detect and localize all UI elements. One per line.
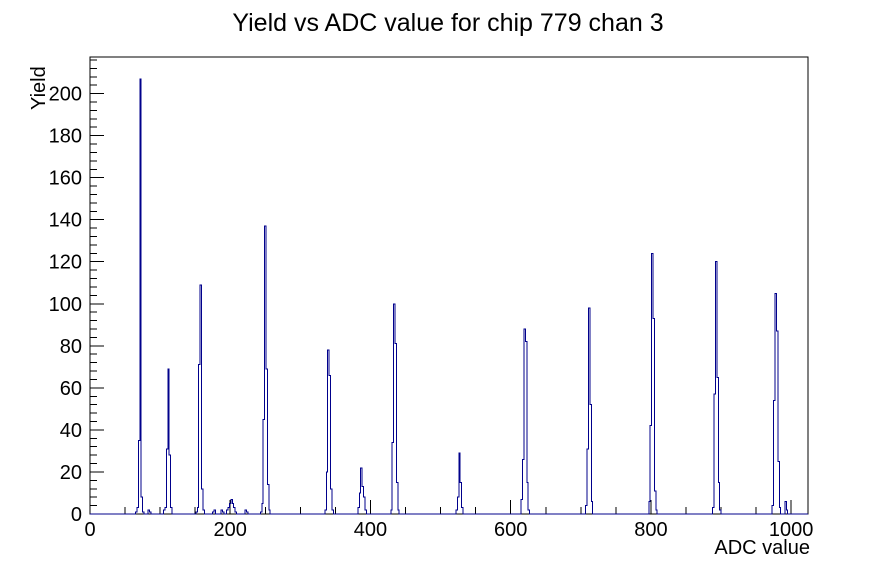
histogram-path bbox=[90, 78, 808, 515]
y-axis-tick-label: 100 bbox=[49, 294, 82, 316]
x-axis-tick-label: 1000 bbox=[769, 519, 814, 541]
histogram-line bbox=[90, 78, 808, 515]
y-axis-tick-label: 120 bbox=[49, 252, 82, 274]
frame-border bbox=[89, 56, 809, 515]
x-axis-tick-label: 0 bbox=[84, 519, 95, 541]
y-axis-tick-label: 140 bbox=[49, 210, 82, 232]
plot-frame bbox=[89, 56, 809, 515]
axis-ticks bbox=[89, 59, 792, 515]
y-axis-tick-label: 80 bbox=[60, 336, 82, 358]
y-axis-tick-label: 40 bbox=[60, 420, 82, 442]
y-axis-tick-label: 20 bbox=[60, 462, 82, 484]
x-axis-title: ADC value bbox=[714, 537, 810, 559]
y-axis-tick-label: 180 bbox=[49, 126, 82, 148]
y-axis-tick-label: 200 bbox=[49, 84, 82, 106]
x-axis-tick-label: 800 bbox=[634, 519, 667, 541]
y-axis-tick-label: 0 bbox=[71, 504, 82, 526]
x-axis-tick-label: 400 bbox=[354, 519, 387, 541]
axis-tick-labels: 0 200 400 600 800 1000 0 20 40 60 80 100 120 140 160 18… bbox=[49, 84, 814, 541]
chart-title: Yield vs ADC value for chip 779 chan 3 bbox=[232, 9, 664, 37]
y-axis-tick-label: 160 bbox=[49, 168, 82, 190]
x-axis-tick-label: 200 bbox=[214, 519, 247, 541]
x-axis-tick-label: 600 bbox=[494, 519, 527, 541]
y-axis-tick-label: 60 bbox=[60, 378, 82, 400]
